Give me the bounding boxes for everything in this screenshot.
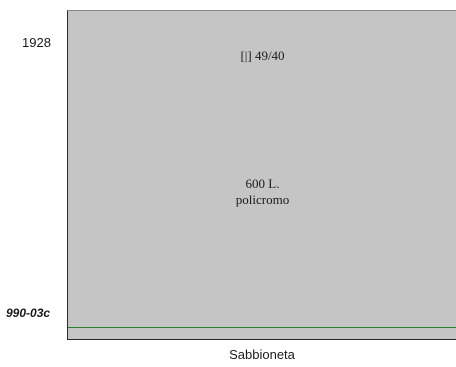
year-label: 1928 xyxy=(22,35,51,50)
stamp-panel: [|] 49/40 600 L. policromo xyxy=(67,10,456,340)
denomination-block: 600 L. policromo xyxy=(68,176,456,208)
color-description: policromo xyxy=(235,192,290,207)
place-label: Sabbioneta xyxy=(229,347,295,362)
catalog-code-label: 990-03c xyxy=(6,306,51,320)
denomination-value: 600 L. xyxy=(245,176,280,191)
baseline-rule xyxy=(68,327,456,328)
perforation-text: [|] 49/40 xyxy=(240,48,285,63)
